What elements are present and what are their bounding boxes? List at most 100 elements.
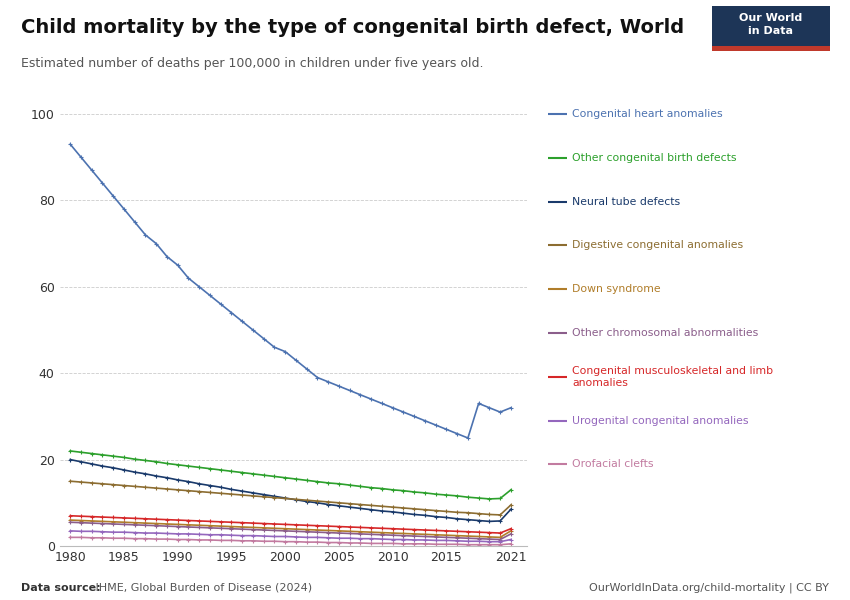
Congenital musculoskeletal and limb anomalies bbox=[399, 526, 409, 533]
Congenital heart anomalies bbox=[151, 240, 162, 247]
Congenital heart anomalies bbox=[420, 417, 430, 424]
Line: Neural tube defects: Neural tube defects bbox=[68, 457, 513, 524]
Orofacial clefts bbox=[65, 534, 76, 541]
Other chromosomal abnormalities bbox=[399, 532, 409, 539]
Other chromosomal abnormalities bbox=[248, 526, 258, 533]
Orofacial clefts bbox=[269, 538, 280, 545]
Digestive congenital anomalies bbox=[409, 505, 419, 512]
Urogenital congenital anomalies bbox=[409, 536, 419, 544]
Congenital musculoskeletal and limb anomalies bbox=[162, 516, 172, 523]
Urogenital congenital anomalies bbox=[495, 538, 505, 545]
Congenital musculoskeletal and limb anomalies bbox=[409, 526, 419, 533]
Neural tube defects bbox=[184, 478, 194, 485]
Digestive congenital anomalies bbox=[248, 492, 258, 499]
Urogenital congenital anomalies bbox=[173, 530, 183, 538]
Neural tube defects bbox=[108, 464, 118, 472]
Congenital heart anomalies bbox=[334, 383, 344, 390]
Other chromosomal abnormalities bbox=[237, 526, 247, 533]
Congenital musculoskeletal and limb anomalies bbox=[205, 518, 215, 525]
Congenital musculoskeletal and limb anomalies bbox=[462, 528, 473, 535]
Digestive congenital anomalies bbox=[506, 502, 516, 509]
Neural tube defects bbox=[119, 466, 129, 473]
Other chromosomal abnormalities bbox=[484, 535, 495, 542]
Down syndrome bbox=[269, 524, 280, 532]
Digestive congenital anomalies bbox=[280, 495, 291, 502]
Other chromosomal abnormalities bbox=[140, 521, 150, 529]
Digestive congenital anomalies bbox=[323, 499, 333, 506]
Other chromosomal abnormalities bbox=[506, 530, 516, 538]
Congenital musculoskeletal and limb anomalies bbox=[216, 518, 226, 526]
Digestive congenital anomalies bbox=[334, 499, 344, 506]
Down syndrome bbox=[409, 530, 419, 538]
Other congenital birth defects bbox=[269, 473, 280, 480]
Line: Congenital musculoskeletal and limb anomalies: Congenital musculoskeletal and limb anom… bbox=[68, 514, 513, 535]
Neural tube defects bbox=[366, 506, 377, 514]
Urogenital congenital anomalies bbox=[130, 529, 140, 536]
Down syndrome bbox=[452, 532, 462, 539]
Congenital musculoskeletal and limb anomalies bbox=[377, 524, 387, 532]
Congenital musculoskeletal and limb anomalies bbox=[65, 512, 76, 520]
Congenital heart anomalies bbox=[484, 404, 495, 412]
Congenital heart anomalies bbox=[377, 400, 387, 407]
Other congenital birth defects bbox=[462, 494, 473, 501]
Orofacial clefts bbox=[388, 540, 398, 547]
Other congenital birth defects bbox=[205, 465, 215, 472]
Neural tube defects bbox=[452, 515, 462, 523]
Urogenital congenital anomalies bbox=[323, 534, 333, 541]
Other chromosomal abnormalities bbox=[130, 521, 140, 529]
Digestive congenital anomalies bbox=[366, 502, 377, 509]
Down syndrome bbox=[388, 529, 398, 536]
Congenital musculoskeletal and limb anomalies bbox=[323, 523, 333, 530]
Congenital musculoskeletal and limb anomalies bbox=[119, 514, 129, 521]
Congenital musculoskeletal and limb anomalies bbox=[473, 529, 484, 536]
Neural tube defects bbox=[388, 508, 398, 515]
Congenital musculoskeletal and limb anomalies bbox=[280, 521, 291, 528]
Congenital heart anomalies bbox=[441, 426, 451, 433]
Orofacial clefts bbox=[344, 539, 354, 547]
Congenital heart anomalies bbox=[312, 374, 322, 381]
Digestive congenital anomalies bbox=[388, 503, 398, 511]
Other congenital birth defects bbox=[258, 472, 269, 479]
Urogenital congenital anomalies bbox=[506, 536, 516, 543]
Other chromosomal abnormalities bbox=[344, 530, 354, 537]
Other congenital birth defects bbox=[452, 492, 462, 499]
Congenital musculoskeletal and limb anomalies bbox=[420, 526, 430, 533]
Text: Estimated number of deaths per 100,000 in children under five years old.: Estimated number of deaths per 100,000 i… bbox=[21, 57, 484, 70]
Urogenital congenital anomalies bbox=[441, 537, 451, 544]
Congenital heart anomalies bbox=[280, 348, 291, 355]
Neural tube defects bbox=[76, 458, 86, 466]
Other congenital birth defects bbox=[119, 454, 129, 461]
Other congenital birth defects bbox=[226, 467, 236, 475]
Text: Orofacial clefts: Orofacial clefts bbox=[572, 460, 654, 469]
Other chromosomal abnormalities bbox=[173, 523, 183, 530]
Urogenital congenital anomalies bbox=[452, 537, 462, 544]
Congenital heart anomalies bbox=[226, 309, 236, 316]
Other congenital birth defects bbox=[506, 486, 516, 493]
Orofacial clefts bbox=[323, 539, 333, 546]
Urogenital congenital anomalies bbox=[108, 529, 118, 536]
Congenital musculoskeletal and limb anomalies bbox=[76, 512, 86, 520]
Down syndrome bbox=[291, 526, 301, 533]
Other chromosomal abnormalities bbox=[184, 523, 194, 530]
Other chromosomal abnormalities bbox=[87, 520, 97, 527]
Neural tube defects bbox=[140, 470, 150, 478]
Neural tube defects bbox=[151, 472, 162, 479]
Congenital musculoskeletal and limb anomalies bbox=[495, 529, 505, 536]
Urogenital congenital anomalies bbox=[269, 533, 280, 540]
Urogenital congenital anomalies bbox=[76, 528, 86, 535]
Other congenital birth defects bbox=[194, 464, 204, 471]
Urogenital congenital anomalies bbox=[334, 535, 344, 542]
Down syndrome bbox=[226, 523, 236, 530]
Neural tube defects bbox=[130, 469, 140, 476]
Congenital musculoskeletal and limb anomalies bbox=[194, 517, 204, 524]
Congenital musculoskeletal and limb anomalies bbox=[269, 520, 280, 527]
Orofacial clefts bbox=[302, 539, 312, 546]
Down syndrome bbox=[323, 527, 333, 534]
Other congenital birth defects bbox=[334, 480, 344, 487]
Orofacial clefts bbox=[495, 541, 505, 548]
Congenital musculoskeletal and limb anomalies bbox=[140, 515, 150, 523]
Congenital musculoskeletal and limb anomalies bbox=[452, 528, 462, 535]
Neural tube defects bbox=[216, 484, 226, 491]
Line: Other congenital birth defects: Other congenital birth defects bbox=[68, 449, 513, 502]
Other chromosomal abnormalities bbox=[269, 527, 280, 534]
